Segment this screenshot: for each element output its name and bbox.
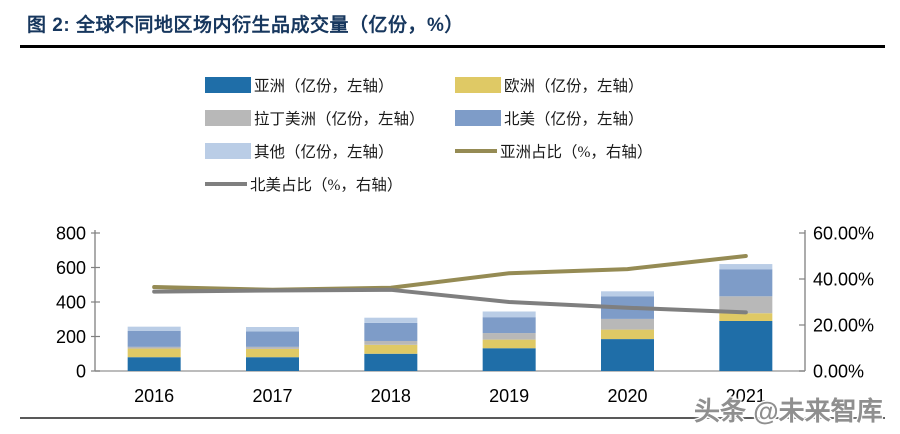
chart-legend: 亚洲（亿份，左轴） 欧洲（亿份，左轴） 拉丁美洲（亿份，左轴） 北美（亿份，左轴） 其他… bbox=[205, 74, 775, 195]
chart-svg: 0 200 400 600 800 0.00% 20.00% 40.00% 60.00% 2016… bbox=[56, 224, 874, 407]
bar-segment bbox=[482, 339, 536, 349]
bar-segment bbox=[719, 296, 773, 314]
line-series bbox=[152, 287, 748, 315]
x-axis-label: 2016 bbox=[134, 386, 174, 406]
legend-label: 亚洲占比（%，右轴） bbox=[500, 144, 653, 161]
legend-line-swatch bbox=[455, 149, 497, 153]
legend-item-2: 欧洲（亿份，左轴） bbox=[455, 74, 775, 96]
bottom-rule bbox=[20, 417, 885, 419]
bar-segment bbox=[601, 329, 654, 340]
left-axis-tick-label: 800 bbox=[56, 224, 86, 244]
figure-title: 图 2: 全球不同地区场内衍生品成交量（亿份，%） bbox=[27, 15, 464, 36]
bar-segment bbox=[246, 348, 299, 358]
bar-segment bbox=[482, 311, 536, 318]
x-axis-label: 2020 bbox=[607, 386, 647, 406]
bar-segment bbox=[364, 353, 418, 371]
bar-segment bbox=[719, 269, 773, 297]
legend-bar-swatch bbox=[205, 110, 251, 126]
legend-label: 北美（亿份，左轴） bbox=[504, 111, 644, 128]
x-axis-label: 2017 bbox=[252, 386, 292, 406]
legend-label: 拉丁美洲（亿份，左轴） bbox=[254, 111, 425, 128]
chart-area: 0 200 400 600 800 0.00% 20.00% 40.00% 60.00% 2016… bbox=[0, 210, 900, 434]
legend-item-6: 亚洲占比（%，右轴） bbox=[455, 140, 775, 162]
bar-segment bbox=[482, 317, 536, 334]
bar-segment bbox=[364, 340, 418, 345]
bar-segment bbox=[719, 320, 773, 371]
legend-item-3: 拉丁美洲（亿份，左轴） bbox=[205, 107, 455, 129]
legend-bar-swatch bbox=[205, 143, 251, 159]
right-axis-tick-label: 20.00% bbox=[813, 316, 874, 336]
bar-segment bbox=[127, 348, 181, 358]
left-axis-tick-label: 400 bbox=[56, 293, 86, 313]
x-axis-label: 2018 bbox=[371, 386, 411, 406]
legend-item-7: 北美占比（%，右轴） bbox=[205, 173, 455, 195]
bar-segment bbox=[246, 331, 299, 347]
x-axis-label: 2019 bbox=[489, 386, 529, 406]
bar-segment bbox=[246, 327, 299, 332]
legend-label: 其他（亿份，左轴） bbox=[254, 144, 394, 161]
bar-segment bbox=[601, 291, 654, 297]
legend-label: 北美占比（%，右轴） bbox=[250, 177, 403, 194]
bar-segment bbox=[127, 346, 181, 349]
legend-bar-swatch bbox=[455, 77, 501, 93]
legend-label: 亚洲（亿份，左轴） bbox=[254, 78, 394, 95]
bar-segment bbox=[364, 322, 418, 341]
right-axis-tick-label: 40.00% bbox=[813, 270, 874, 290]
left-axis-tick-label: 0 bbox=[76, 362, 86, 382]
watermark: 头条 @未来智库 bbox=[694, 396, 883, 426]
bar-segment bbox=[364, 317, 418, 323]
legend-bar-swatch bbox=[205, 77, 251, 93]
x-axis-label: 2021 bbox=[726, 386, 766, 406]
legend-line-swatch bbox=[205, 182, 247, 186]
bar-segment bbox=[719, 313, 773, 321]
bar-segment bbox=[127, 357, 181, 371]
bar-segment bbox=[127, 330, 181, 347]
line-series bbox=[152, 254, 748, 292]
left-axis-tick-label: 600 bbox=[56, 258, 86, 278]
legend-item-1: 亚洲（亿份，左轴） bbox=[205, 74, 455, 96]
bar-segment bbox=[364, 344, 418, 354]
bar-segment bbox=[482, 333, 536, 340]
bar-segment bbox=[601, 339, 654, 371]
bar-segment bbox=[601, 318, 654, 330]
bar-segment bbox=[246, 357, 299, 371]
bar-segment bbox=[719, 264, 773, 270]
legend-item-5: 其他（亿份，左轴） bbox=[205, 140, 455, 162]
bar-segment bbox=[482, 348, 536, 371]
left-axis-tick-label: 200 bbox=[56, 327, 86, 347]
legend-item-4: 北美（亿份，左轴） bbox=[455, 107, 775, 129]
right-axis-tick-label: 0.00% bbox=[813, 362, 864, 382]
title-rule bbox=[20, 45, 885, 48]
bar-segment bbox=[246, 346, 299, 349]
legend-label: 欧洲（亿份，左轴） bbox=[504, 78, 644, 95]
legend-bar-swatch bbox=[455, 110, 501, 126]
bar-segment bbox=[127, 326, 181, 331]
right-axis-tick-label: 60.00% bbox=[813, 224, 874, 244]
